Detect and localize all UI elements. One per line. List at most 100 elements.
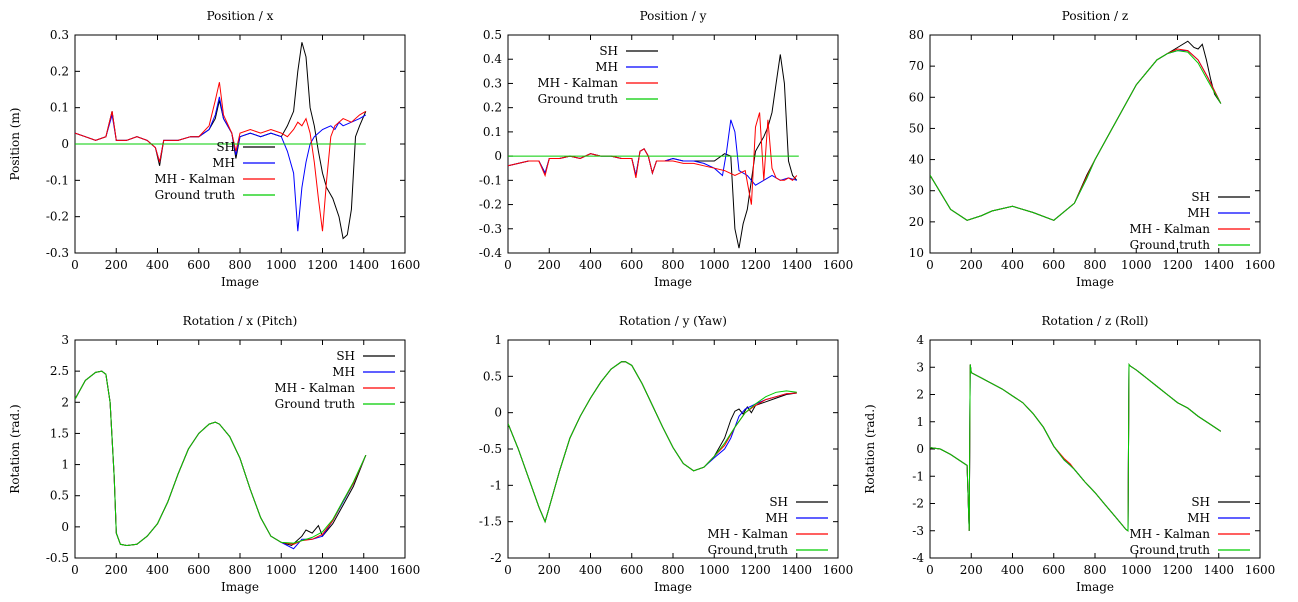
series-line-mh-kalman bbox=[508, 361, 797, 524]
series-line-mh-kalman bbox=[930, 363, 1222, 532]
legend-label: Ground truth bbox=[1130, 543, 1211, 557]
y-tick-label: -0.3 bbox=[479, 222, 502, 236]
chart-panel-5: Rotation / y (Yaw) 0 200 400 600 800 1000 1200 1… bbox=[479, 314, 853, 594]
x-axis-label: Image bbox=[1076, 275, 1114, 289]
y-tick-label: 0 bbox=[61, 520, 69, 534]
legend-label: MH - Kalman bbox=[154, 172, 235, 186]
chart-panel-2: Position / y 0 200 400 600 800 1000 1200 1400 160… bbox=[479, 9, 853, 289]
chart-title: Rotation / y (Yaw) bbox=[619, 314, 727, 328]
chart-panel-6: Rotation / z (Roll) 0 200 400 600 800 1000 1200… bbox=[863, 314, 1275, 594]
x-tick-label: 1400 bbox=[348, 258, 379, 272]
y-tick-label: 50 bbox=[909, 121, 924, 135]
x-tick-label: 600 bbox=[187, 563, 210, 577]
y-tick-label: 10 bbox=[909, 246, 924, 260]
y-tick-label: 2.5 bbox=[50, 364, 69, 378]
legend-label: MH - Kalman bbox=[1129, 222, 1210, 236]
x-tick-label: 400 bbox=[1001, 563, 1024, 577]
x-tick-label: 400 bbox=[579, 563, 602, 577]
series-line-mh-kalman bbox=[75, 82, 367, 232]
x-axis-label: Image bbox=[1076, 580, 1114, 594]
chart-title: Rotation / x (Pitch) bbox=[183, 314, 298, 328]
x-tick-label: 400 bbox=[146, 258, 169, 272]
y-tick-label: 30 bbox=[909, 184, 924, 198]
y-tick-label: 0 bbox=[916, 442, 924, 456]
series-line-mh-kalman bbox=[508, 112, 798, 205]
x-tick-label: 400 bbox=[579, 258, 602, 272]
x-tick-label: 1400 bbox=[1203, 258, 1234, 272]
series-line-ground-truth bbox=[930, 363, 1222, 532]
y-tick-label: 0.5 bbox=[483, 28, 502, 42]
chart-panel-1: Position / x 0 200 400 600 800 1000 1200 1400 160… bbox=[8, 9, 420, 289]
x-tick-label: 1600 bbox=[390, 258, 421, 272]
y-tick-label: -3 bbox=[912, 524, 924, 538]
y-tick-label: -0.5 bbox=[479, 442, 502, 456]
y-tick-label: -1 bbox=[490, 478, 502, 492]
y-tick-label: 4 bbox=[916, 333, 924, 347]
x-tick-label: 800 bbox=[1084, 258, 1107, 272]
x-tick-label: 200 bbox=[105, 258, 128, 272]
y-tick-label: -0.3 bbox=[46, 246, 69, 260]
legend-label: MH bbox=[1187, 206, 1210, 220]
chart-panel-4: Rotation / x (Pitch)0 200 400 600 800 1000 120… bbox=[8, 314, 420, 594]
y-axis-label: Rotation (rad.) bbox=[8, 404, 22, 493]
plot-frame bbox=[929, 34, 1261, 254]
legend-label: SH bbox=[1191, 190, 1210, 204]
x-tick-label: 800 bbox=[1084, 563, 1107, 577]
x-tick-label: 1200 bbox=[307, 258, 338, 272]
legend-label: MH bbox=[332, 365, 355, 379]
y-tick-label: 0.5 bbox=[50, 489, 69, 503]
x-tick-label: 0 bbox=[71, 258, 79, 272]
y-tick-label: 40 bbox=[909, 153, 924, 167]
y-axis-label: Position (m) bbox=[8, 108, 22, 181]
plot-frame bbox=[507, 34, 839, 254]
x-tick-label: 1600 bbox=[1245, 563, 1276, 577]
legend-label: Ground truth bbox=[538, 92, 619, 106]
legend-label: SH bbox=[336, 349, 355, 363]
y-axis-label: Rotation (rad.) bbox=[863, 404, 877, 493]
y-tick-label: 0.3 bbox=[483, 76, 502, 90]
y-tick-label: 20 bbox=[909, 215, 924, 229]
y-tick-label: 0.3 bbox=[50, 28, 69, 42]
y-tick-label: -0.4 bbox=[479, 246, 503, 260]
x-tick-label: 800 bbox=[662, 563, 685, 577]
y-tick-label: 1 bbox=[916, 415, 924, 429]
y-tick-label: 1 bbox=[494, 333, 502, 347]
legend-label: MH bbox=[765, 511, 788, 525]
plot-frame bbox=[74, 339, 406, 559]
x-tick-label: 0 bbox=[926, 563, 934, 577]
x-tick-label: 1400 bbox=[1203, 563, 1234, 577]
x-tick-label: 1000 bbox=[1121, 563, 1152, 577]
plot-frame bbox=[929, 339, 1261, 559]
y-tick-label: -1.5 bbox=[479, 515, 502, 529]
series-line-sh bbox=[508, 361, 797, 524]
plot-frame bbox=[507, 339, 839, 559]
y-tick-label: 0 bbox=[61, 137, 69, 151]
y-tick-label: 0 bbox=[494, 406, 502, 420]
x-tick-label: 0 bbox=[71, 563, 79, 577]
x-tick-label: 0 bbox=[926, 258, 934, 272]
series-line-ground-truth bbox=[508, 361, 797, 524]
legend-label: MH - Kalman bbox=[537, 76, 618, 90]
chart-title: Position / x bbox=[207, 9, 274, 23]
series-line-sh bbox=[930, 40, 1222, 221]
x-tick-label: 1000 bbox=[266, 563, 297, 577]
x-tick-label: 1600 bbox=[390, 563, 421, 577]
y-tick-label: 3 bbox=[61, 333, 69, 347]
x-axis-label: Image bbox=[654, 275, 692, 289]
y-tick-label: -2 bbox=[490, 551, 502, 565]
legend-label: SH bbox=[769, 495, 788, 509]
x-tick-label: 200 bbox=[105, 563, 128, 577]
y-tick-label: 0 bbox=[494, 149, 502, 163]
y-tick-label: -1 bbox=[912, 469, 924, 483]
series-line-mh bbox=[930, 50, 1222, 221]
series-line-mh bbox=[508, 361, 797, 524]
series-line-ground-truth bbox=[75, 370, 367, 547]
x-tick-label: 600 bbox=[1042, 258, 1065, 272]
series-line-mh-kalman bbox=[930, 48, 1222, 221]
legend-label: Ground truth bbox=[1130, 238, 1211, 252]
y-tick-label: 2 bbox=[916, 388, 924, 402]
x-tick-label: 1400 bbox=[348, 563, 379, 577]
y-tick-label: 2 bbox=[61, 395, 69, 409]
x-axis-label: Image bbox=[221, 275, 259, 289]
y-tick-label: -0.1 bbox=[479, 173, 502, 187]
